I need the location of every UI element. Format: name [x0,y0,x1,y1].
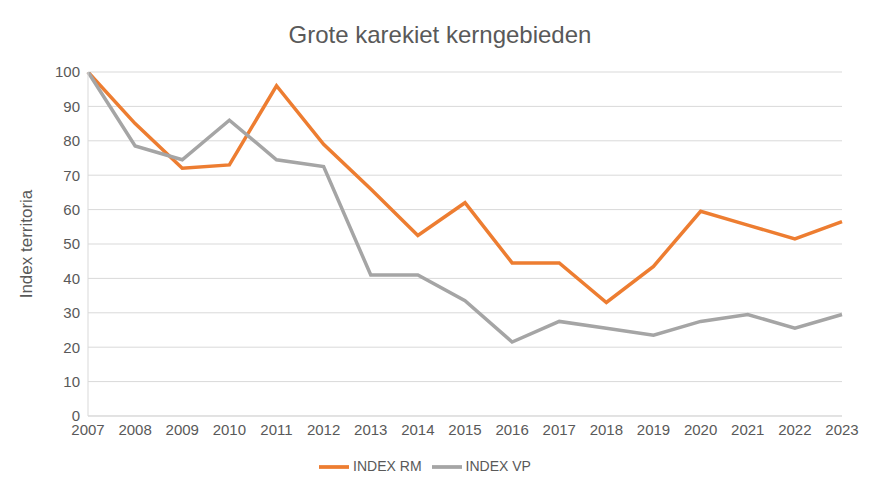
svg-text:100: 100 [55,63,80,80]
svg-text:30: 30 [63,304,80,321]
svg-text:2023: 2023 [825,421,858,438]
svg-text:2020: 2020 [684,421,717,438]
svg-text:2012: 2012 [307,421,340,438]
svg-text:50: 50 [63,235,80,252]
svg-text:40: 40 [63,270,80,287]
svg-text:2013: 2013 [354,421,387,438]
svg-text:2010: 2010 [213,421,246,438]
svg-text:2014: 2014 [401,421,434,438]
svg-text:2007: 2007 [71,420,105,438]
svg-text:90: 90 [63,98,80,115]
html-text:INDEX RM: INDEX RM [353,457,422,474]
svg-text:2015: 2015 [448,421,481,438]
svg-text:2011: 2011 [260,421,292,438]
svg-text:70: 70 [63,167,80,184]
svg-text:Index territoria: Index territoria [17,189,36,298]
svg-text:2017: 2017 [543,421,576,438]
svg-text:2009: 2009 [166,421,199,438]
svg-text:10: 10 [63,373,80,390]
html-text:Grote karekiet kerngebieden: Grote karekiet kerngebieden [288,21,592,48]
svg-text:60: 60 [63,201,80,218]
svg-text:2022: 2022 [778,421,811,438]
svg-text:2008: 2008 [118,421,151,438]
svg-text:2016: 2016 [495,421,528,438]
svg-text:2019: 2019 [637,421,670,438]
svg-text:2018: 2018 [590,421,623,438]
svg-text:20: 20 [63,339,80,356]
svg-text:80: 80 [63,132,80,149]
html-text:INDEX VP: INDEX VP [465,457,531,474]
svg-text:0: 0 [72,407,80,424]
svg-text:2021: 2021 [731,421,764,438]
